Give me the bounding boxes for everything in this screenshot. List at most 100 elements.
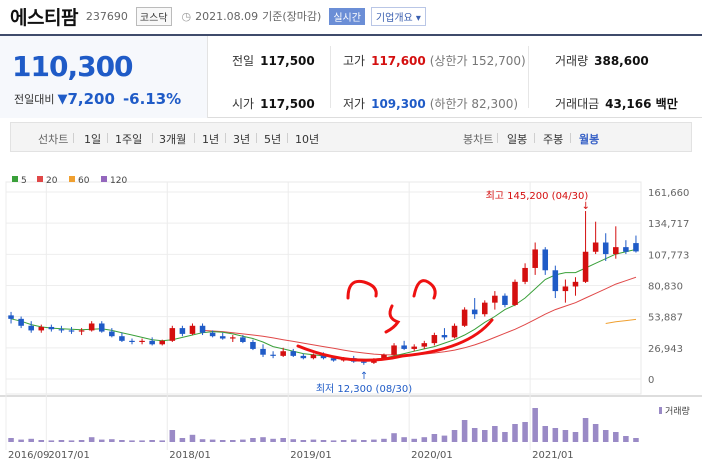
candle-body [411, 346, 417, 349]
candle-body [58, 329, 65, 331]
stat-amount: 거래대금 43,166 백만 [555, 97, 678, 111]
candle-body [219, 336, 226, 339]
legend-label-60: 60 [78, 176, 90, 186]
candle-body [270, 354, 276, 356]
tab-divider [570, 133, 571, 143]
volume-bar [350, 439, 357, 442]
candle-body [28, 325, 34, 331]
volume-bar [219, 440, 226, 442]
volume-bar [421, 437, 428, 442]
volume-bar [250, 438, 256, 442]
tab-5y[interactable]: 5년 [264, 133, 282, 146]
current-price: 110,300 [12, 50, 134, 83]
y-tick-label: 80,830 [648, 282, 683, 293]
volume-bar [290, 439, 297, 442]
volume-bar [502, 432, 508, 442]
volume-bar [199, 439, 206, 442]
candle-body [481, 302, 488, 315]
y-tick-label: 53,887 [648, 313, 683, 324]
tab-divider [107, 133, 108, 143]
tab-3y[interactable]: 3년 [233, 133, 251, 146]
volume-bar [602, 430, 609, 442]
tab-10y[interactable]: 10년 [295, 133, 320, 146]
candle-body [471, 309, 478, 315]
volume-bar [58, 440, 65, 442]
volume-bar [8, 438, 14, 442]
x-tick-label: 2020/01 [411, 450, 453, 461]
divider [330, 46, 331, 108]
volume-bar [431, 434, 438, 442]
x-tick-label: 2019/01 [290, 450, 332, 461]
volume-bar [471, 428, 478, 442]
stat-high: 고가 117,600 (상한가 152,700) [343, 54, 526, 68]
volume-bar [330, 440, 337, 442]
y-tick-label: 26,943 [648, 344, 683, 355]
eye-doodle-left [346, 279, 378, 300]
price-panel: 110,300 전일대비 ▼ 7,200 -6.13% [0, 36, 208, 118]
volume-bar [592, 424, 599, 442]
legend-swatch-5 [12, 176, 18, 182]
volume-bar [481, 430, 488, 442]
volume-legend-swatch [659, 407, 662, 414]
stock-name: 에스티팜 [10, 6, 78, 29]
change-percent: -6.13% [122, 90, 182, 108]
volume-bar [88, 437, 95, 442]
legend-label-5: 5 [21, 176, 27, 186]
candle-body [451, 325, 458, 338]
tab-daily-candle[interactable]: 일봉 [507, 133, 528, 146]
legend-swatch-120 [101, 176, 107, 182]
candle-body [602, 242, 609, 255]
tab-divider [152, 133, 153, 143]
price-change: 전일대비 ▼ 7,200 -6.13% [14, 90, 181, 108]
candle-body [572, 281, 579, 287]
tab-monthly-candle[interactable]: 월봉 [579, 133, 600, 146]
tab-3m[interactable]: 3개월 [159, 133, 187, 146]
tab-1d[interactable]: 1일 [84, 133, 102, 146]
candle-body [421, 343, 428, 347]
company-overview-button[interactable]: 기업개요 ▾ [370, 6, 426, 26]
volume-label: 거래량 [665, 405, 690, 417]
candle-body [8, 315, 14, 319]
ma60-line [605, 318, 637, 324]
volume-bar [623, 436, 629, 442]
tab-weekly-candle[interactable]: 주봉 [543, 133, 564, 146]
candle-body [78, 330, 85, 332]
realtime-button[interactable]: 실시간 [329, 7, 365, 25]
candle-body [613, 247, 619, 255]
volume-bar [68, 440, 75, 442]
x-tick-label: 2021/01 [532, 450, 574, 461]
tab-1y[interactable]: 1년 [202, 133, 220, 146]
market-badge: 코스닥 [135, 6, 172, 26]
candle-body [260, 348, 266, 355]
candle-body [209, 332, 216, 337]
min-price-annotation: 최저 12,300 (08/30) [316, 383, 412, 395]
volume-bar [240, 439, 246, 442]
x-tick-label: 2017/01 [48, 450, 90, 461]
candle-body [502, 295, 508, 305]
candle-body [179, 328, 186, 334]
candle-body [68, 330, 75, 332]
tab-divider [225, 133, 226, 143]
candle-body [98, 323, 105, 332]
candle-body [532, 249, 538, 268]
candle-body [169, 328, 176, 341]
divider [528, 46, 529, 108]
ma5-line [10, 248, 637, 360]
candle-body [300, 355, 307, 359]
candle-body [552, 270, 559, 292]
volume-bar [461, 420, 468, 442]
tab-divider [256, 133, 257, 143]
candle-chart-title: 봉차트 [463, 133, 494, 146]
tab-1w[interactable]: 1주일 [115, 133, 143, 146]
candle-body [320, 354, 327, 359]
candle-body [119, 336, 125, 341]
y-tick-label: 107,773 [648, 250, 689, 261]
candle-body [18, 318, 24, 326]
candle-body [623, 247, 629, 252]
price-chart[interactable]: 161,660 134,717 107,773 80,830 53,887 26,943 0… [0, 170, 702, 471]
volume-bar [189, 434, 196, 442]
volume-bar [129, 440, 135, 442]
volume-bar [48, 440, 55, 442]
stat-prev-close: 전일 117,500 [232, 54, 315, 68]
nose-doodle [384, 304, 401, 334]
